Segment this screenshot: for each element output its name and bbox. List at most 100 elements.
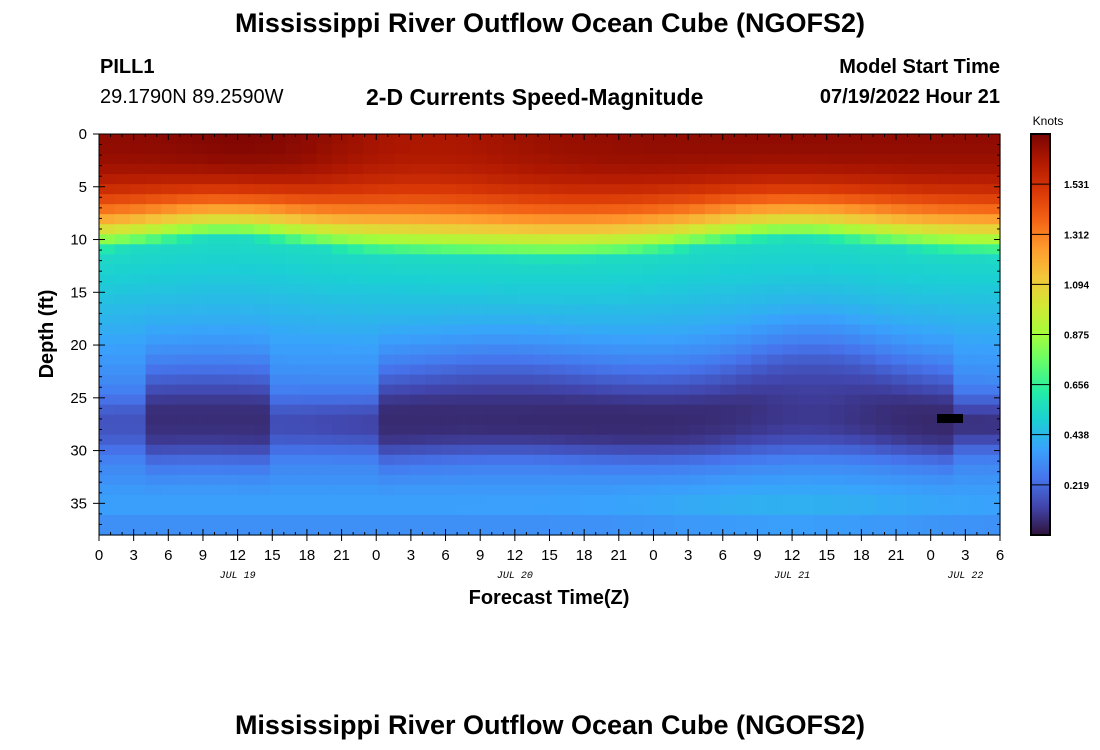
heatmap-cell (440, 144, 457, 155)
heatmap-cell (580, 444, 597, 456)
heatmap-cell (440, 484, 457, 496)
heatmap-cell (891, 224, 908, 235)
heatmap-cell (409, 264, 426, 275)
heatmap-cell (487, 224, 504, 235)
heatmap-cell (875, 134, 892, 145)
heatmap-cell (689, 344, 706, 356)
heatmap-cell (192, 514, 209, 526)
heatmap-cell (844, 384, 861, 396)
heatmap-cell (456, 244, 473, 255)
heatmap-cell (300, 314, 318, 326)
heatmap-cell (161, 334, 178, 346)
heatmap-cell (378, 494, 395, 506)
heatmap-cell (984, 164, 1001, 175)
heatmap-cell (580, 234, 597, 245)
heatmap-cell (533, 144, 551, 155)
heatmap-cell (953, 444, 970, 456)
heatmap-cell (440, 454, 457, 466)
heatmap-cell (347, 404, 364, 416)
heatmap-cell (813, 384, 830, 396)
heatmap-cell (332, 254, 349, 265)
heatmap-cell (937, 354, 954, 366)
heatmap-cell (673, 294, 690, 306)
heatmap-cell (906, 284, 923, 296)
heatmap-cell (658, 414, 675, 426)
heatmap-cell (798, 244, 815, 255)
heatmap-cell (456, 224, 473, 235)
heatmap-cell (829, 184, 846, 195)
heatmap-cell (673, 514, 690, 526)
heatmap-cell (269, 464, 287, 476)
heatmap-cell (285, 304, 302, 316)
heatmap-cell (176, 384, 193, 396)
heatmap-cell (332, 134, 349, 145)
heatmap-cell (238, 214, 255, 225)
heatmap-cell (316, 454, 333, 466)
heatmap-cell (813, 514, 830, 526)
heatmap-cell (627, 344, 644, 356)
heatmap-cell (394, 134, 411, 145)
heatmap-cell (766, 194, 784, 205)
heatmap-cell (658, 264, 675, 275)
heatmap-cell (130, 524, 147, 536)
heatmap-cell (689, 184, 706, 195)
heatmap-cell (254, 404, 271, 416)
heatmap-cell (735, 374, 753, 386)
heatmap-cell (798, 404, 815, 416)
heatmap-cell (906, 264, 923, 275)
heatmap-cell (937, 184, 954, 195)
heatmap-cell (611, 354, 628, 366)
heatmap-cell (161, 134, 178, 145)
heatmap-cell (363, 444, 380, 456)
heatmap-cell (860, 174, 877, 185)
heatmap-cell (363, 524, 380, 536)
heatmap-cell (363, 484, 380, 496)
heatmap-cell (968, 304, 986, 316)
heatmap-cell (192, 494, 209, 506)
heatmap-cell (145, 384, 162, 396)
heatmap-cell (99, 214, 116, 225)
heatmap-cell (161, 144, 178, 155)
heatmap-cell (596, 144, 613, 155)
heatmap-cell (238, 144, 255, 155)
heatmap-cell (378, 334, 395, 346)
heatmap-cell (114, 234, 131, 245)
heatmap-cell (332, 294, 349, 306)
heatmap-cell (269, 194, 287, 205)
heatmap-cell (766, 364, 784, 376)
heatmap-cell (658, 434, 675, 446)
heatmap-cell (440, 194, 457, 205)
heatmap-cell (145, 274, 162, 285)
heatmap-cell (425, 184, 442, 195)
heatmap-cell (254, 464, 271, 476)
heatmap-cell (906, 154, 923, 165)
heatmap-cell (99, 354, 116, 366)
heatmap-cell (176, 314, 193, 326)
heatmap-cell (518, 484, 535, 496)
heatmap-cell (518, 444, 535, 456)
heatmap-cell (533, 214, 551, 225)
heatmap-cell (984, 134, 1001, 145)
heatmap-cell (238, 224, 255, 235)
heatmap-cell (269, 514, 287, 526)
heatmap-cell (704, 244, 721, 255)
heatmap-cell (627, 504, 644, 516)
heatmap-cell (860, 424, 877, 436)
heatmap-cell (285, 144, 302, 155)
heatmap-cell (161, 174, 178, 185)
heatmap-cell (238, 204, 255, 215)
heatmap-cell (611, 194, 628, 205)
heatmap-cell (627, 224, 644, 235)
heatmap-cell (471, 434, 488, 446)
heatmap-cell (704, 474, 721, 486)
heatmap-cell (518, 324, 535, 336)
y-tick-label: 30 (70, 443, 87, 460)
heatmap-cell (937, 484, 954, 496)
heatmap-cell (860, 384, 877, 396)
heatmap-cell (114, 304, 131, 316)
heatmap-cell (300, 394, 318, 406)
heatmap-cell (192, 284, 209, 296)
heatmap-cell (254, 184, 271, 195)
heatmap-cell (735, 224, 753, 235)
heatmap-cell (161, 324, 178, 336)
